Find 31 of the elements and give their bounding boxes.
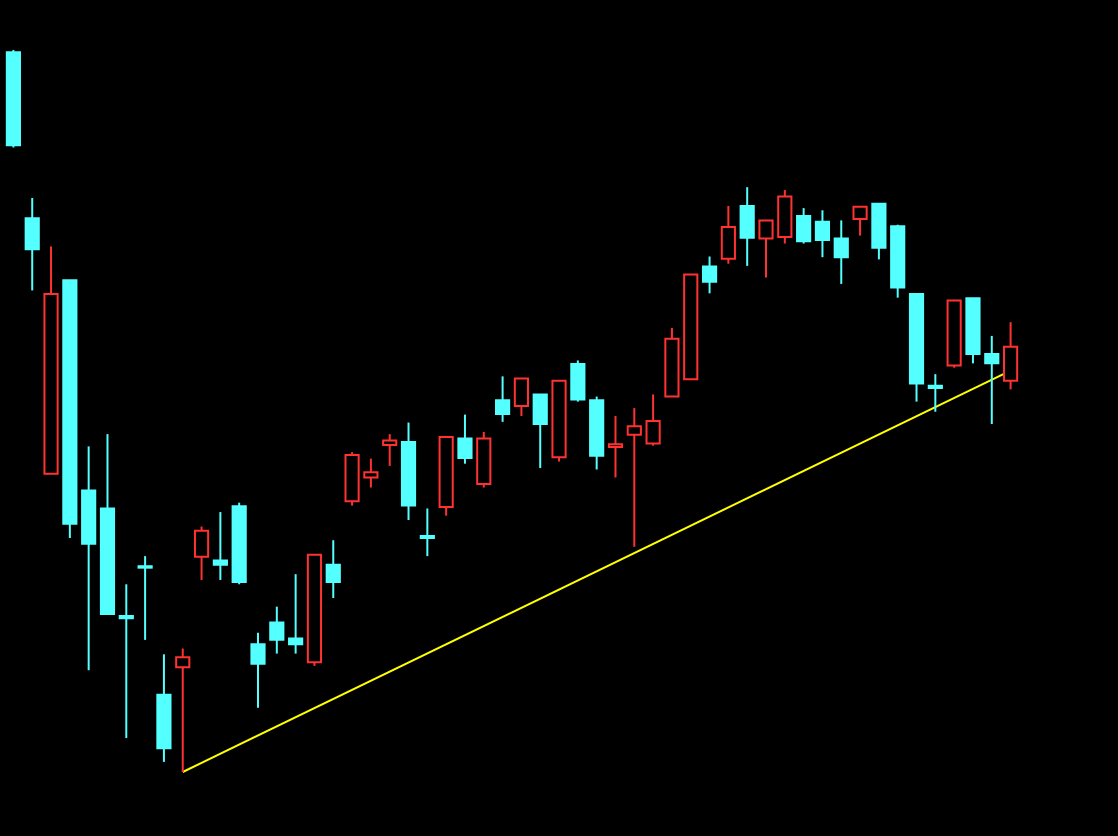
candlestick <box>701 255 718 295</box>
candlestick <box>739 186 755 267</box>
candlestick <box>288 573 304 655</box>
candlestick <box>212 511 228 581</box>
candlestick <box>720 204 736 265</box>
candlestick <box>796 207 812 245</box>
candlestick <box>513 377 529 418</box>
candlestick <box>495 375 511 423</box>
candlestick <box>607 415 624 479</box>
candlestick <box>871 202 887 261</box>
candlestick <box>250 631 266 709</box>
candlestick <box>532 393 548 470</box>
candlestick <box>1003 321 1019 391</box>
candlestick <box>457 413 473 465</box>
candlestick <box>833 219 849 285</box>
candlestick <box>927 373 943 413</box>
candlestick <box>118 583 134 740</box>
candlestick <box>382 433 398 467</box>
candlestick <box>626 407 642 548</box>
candlestick <box>852 205 868 237</box>
candlestick <box>175 647 191 773</box>
candlestick <box>419 507 435 558</box>
candlestick <box>570 359 586 403</box>
candlestick <box>269 605 285 655</box>
candlestick <box>24 197 40 292</box>
candlestick <box>193 525 210 581</box>
candlestick <box>325 539 341 599</box>
candlestick <box>137 555 153 641</box>
candlestick <box>645 393 661 447</box>
candlestick <box>476 430 492 489</box>
candlestick <box>814 209 831 259</box>
